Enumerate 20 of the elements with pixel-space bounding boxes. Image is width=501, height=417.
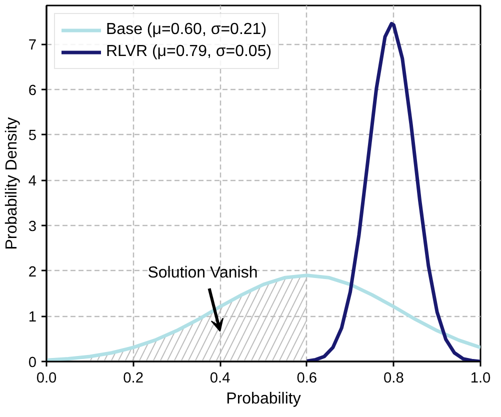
y-tick-label: 5 [28,128,37,144]
y-tick-label: 3 [28,218,37,235]
legend-label: Base (μ=0.60, σ=0.21) [106,21,267,39]
y-tick-label: 2 [28,264,37,280]
y-tick-label: 0 [28,355,37,371]
line-series [305,22,480,362]
y-tick-label: 1 [28,310,37,326]
x-tick-label: 0.4 [210,370,230,386]
y-tick-label: 4 [28,174,37,190]
x-axis-title: Probability [226,390,301,408]
x-tick-label: 0.8 [384,370,404,386]
legend-label: RLVR (μ=0.79, σ=0.05) [106,43,272,61]
y-tick-label: 7 [28,38,37,54]
x-tick-label: 0.6 [296,370,318,386]
x-tick-label: 1.0 [470,370,491,386]
annotation: Solution Vanish [148,264,258,282]
x-tick-label: 0.0 [36,370,57,386]
y-tick-label: 6 [28,82,37,99]
x-tick-label: 0.2 [123,370,144,386]
y-axis-title: Probability Density [3,117,20,250]
